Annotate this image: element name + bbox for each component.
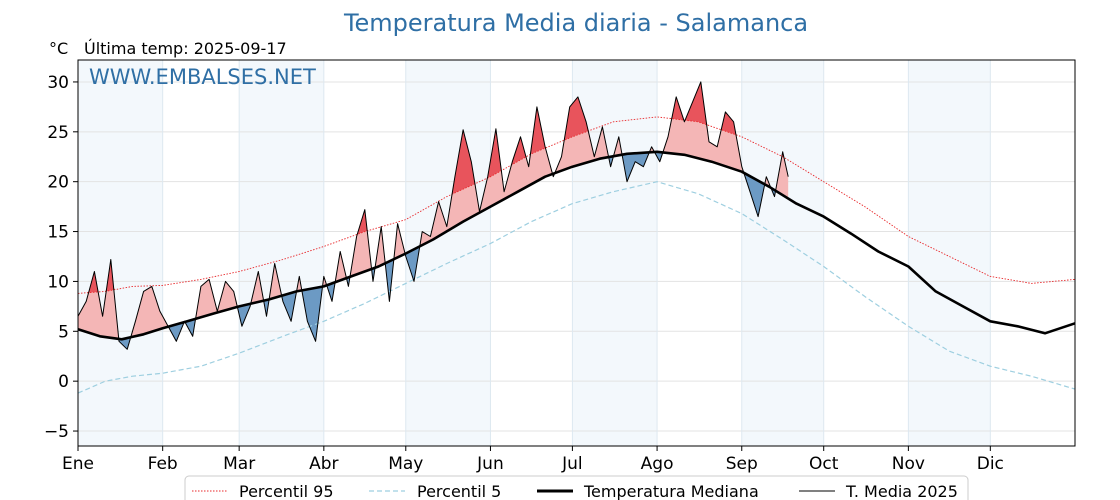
- legend-box: [184, 475, 969, 500]
- x-tick-label: Jun: [476, 454, 504, 474]
- x-tick-label: Dic: [977, 454, 1004, 474]
- chart-title: Temperatura Media diaria - Salamanca: [343, 9, 808, 37]
- y-tick-label: −5: [44, 422, 69, 442]
- month-band: [78, 60, 163, 446]
- x-tick-label: Sep: [726, 454, 758, 474]
- series-line-p95: [77, 116, 1076, 294]
- x-tick-label: Nov: [892, 454, 925, 474]
- above-median-fill: [78, 81, 789, 340]
- legend: Percentil 95 Percentil 5 Temperatura Med…: [184, 475, 969, 500]
- plot-frame: [77, 59, 1076, 447]
- month-band: [239, 60, 324, 446]
- y-tick-label: 25: [47, 123, 69, 143]
- x-tick-label: Abr: [309, 454, 338, 474]
- legend-label-p5: Percentil 5: [417, 482, 501, 500]
- series-lines: [77, 81, 1076, 394]
- legend-label-median: Temperatura Mediana: [583, 482, 759, 500]
- x-tick-label: Mar: [223, 454, 255, 474]
- x-tick-label: Ago: [641, 454, 674, 474]
- x-axis-ticks: Ene Feb Mar Abr May Jun Jul Ago Sep Oct Nov Dic: [62, 446, 1004, 474]
- last-temp-label: Última temp: 2025-09-17: [84, 39, 287, 58]
- watermark: WWW.EMBALSES.NET: [89, 65, 316, 89]
- y-tick-label: 0: [58, 372, 69, 392]
- legend-label-p95: Percentil 95: [239, 482, 334, 500]
- legend-label-actual: T. Media 2025: [845, 482, 958, 500]
- x-tick-label: Oct: [809, 454, 839, 474]
- y-tick-label: 30: [47, 73, 69, 93]
- y-tick-label: 15: [47, 223, 69, 243]
- y-tick-label: 20: [47, 173, 69, 193]
- y-tick-label: 10: [47, 272, 69, 292]
- x-tick-label: Feb: [148, 454, 178, 474]
- x-tick-label: Jul: [561, 454, 583, 474]
- month-band: [908, 60, 991, 446]
- alternate-month-bands: [78, 60, 991, 446]
- y-axis-ticks: −5 0 5 10 15 20 25 30: [44, 73, 78, 442]
- series-line-median: [77, 150, 1076, 341]
- y-tick-label: 5: [58, 322, 69, 342]
- x-tick-label: Ene: [62, 454, 94, 474]
- y-unit-label: °C: [49, 39, 68, 58]
- x-tick-label: May: [388, 454, 423, 474]
- month-band: [741, 60, 824, 446]
- series-line-actual: [77, 81, 789, 350]
- anomaly-fills: [78, 81, 789, 350]
